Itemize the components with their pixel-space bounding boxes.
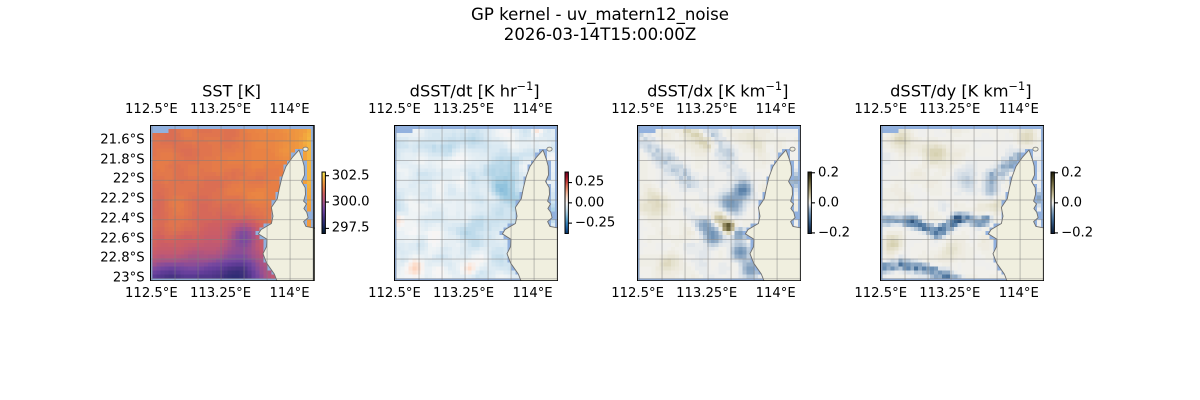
x-tick-label-top: 114°E [998, 102, 1039, 118]
x-tick-label-bottom: 112.5°E [368, 285, 421, 301]
graticule-gridlines [637, 126, 801, 281]
land-polygon [501, 149, 558, 282]
colorbar-sst [320, 171, 329, 234]
colorbar-dsst_dx [807, 171, 815, 234]
panel-border [636, 125, 801, 282]
y-tick-label: 22°S [112, 171, 145, 187]
x-tick-label-top: 113.25°E [676, 102, 738, 118]
island [546, 146, 552, 152]
y-tick-label: 23°S [112, 270, 145, 286]
x-tick-label-bottom: 113.25°E [189, 285, 252, 301]
island [1032, 146, 1039, 152]
x-tick-label-bottom: 113.25°E [919, 285, 981, 301]
panel-border [150, 125, 315, 282]
graticule-gridlines [151, 126, 314, 281]
graticule-gridlines [394, 126, 558, 281]
x-tick-label-bottom: 112.5°E [854, 285, 908, 301]
colorbar-tick-label: 297.5 [331, 220, 370, 236]
colorbar-tick-label: 0.2 [1061, 165, 1083, 181]
colorbar-tick-label: 0.00 [574, 195, 605, 211]
x-tick-label-top: 113.25°E [189, 102, 252, 118]
panel-title-dsst_dx: dSST/dx [K km−1] [647, 80, 789, 101]
colorbar-tick-label: 302.5 [331, 168, 370, 183]
x-tick-label-bottom: 112.5°E [125, 285, 178, 301]
colorbar-tick-label: −0.2 [818, 225, 851, 241]
x-tick-label-top: 112.5°E [611, 102, 664, 118]
heatmap-cells-sst [152, 129, 312, 279]
panel-border [393, 125, 558, 282]
x-tick-label-bottom: 114°E [269, 285, 310, 301]
figure-suptitle-line2: 2026-03-14T15:00:00Z [503, 25, 697, 44]
island [302, 146, 309, 152]
map-panel-dsst_dx [636, 125, 801, 282]
colorbar-tick-label: −0.2 [1061, 225, 1094, 241]
map-panel-dsst_dt [393, 125, 558, 282]
x-tick-label-top: 114°E [755, 102, 796, 118]
x-tick-label-top: 113.25°E [433, 102, 495, 118]
map-panel-sst [150, 125, 315, 282]
land-polygon [987, 149, 1044, 282]
map-panel-dsst_dy [879, 125, 1044, 282]
island [789, 146, 796, 152]
colorbar-dsst_dt [564, 171, 572, 234]
heatmap-cells-dsst_dt [396, 129, 555, 279]
x-tick-label-bottom: 113.25°E [676, 285, 738, 301]
y-tick-label: 22.4°S [100, 211, 145, 227]
colorbar-tick-label: 0.2 [818, 165, 839, 181]
x-tick-label-bottom: 114°E [512, 285, 553, 301]
x-tick-label-top: 113.25°E [919, 102, 981, 118]
panel-title-sst: SST [K] [202, 81, 261, 101]
panel-title-dsst_dt: dSST/dt [K hr−1] [409, 80, 540, 101]
colorbar-tick-label: 300.0 [331, 194, 370, 210]
colorbar-tick-label: 0.0 [818, 195, 839, 211]
colorbar-tick-label: −0.25 [574, 215, 616, 231]
graticule-gridlines [880, 126, 1044, 281]
x-tick-label-top: 114°E [512, 102, 553, 118]
x-tick-label-top: 112.5°E [125, 102, 178, 118]
heatmap-cells-dsst_dx [639, 129, 798, 279]
y-tick-label: 21.8°S [100, 152, 145, 168]
x-tick-label-top: 112.5°E [854, 102, 908, 118]
panel-title-dsst_dy: dSST/dy [K km−1] [890, 80, 1032, 101]
x-tick-label-top: 112.5°E [368, 102, 421, 118]
figure-suptitle-line1: GP kernel - uv_matern12_noise [470, 5, 730, 24]
colorbar-tick-label: 0.0 [1061, 195, 1083, 211]
panel-border [879, 125, 1044, 282]
x-tick-label-bottom: 114°E [998, 285, 1039, 301]
x-tick-label-bottom: 112.5°E [611, 285, 664, 301]
y-tick-label: 22.2°S [100, 191, 145, 207]
x-tick-label-bottom: 113.25°E [433, 285, 495, 301]
colorbar-tick-label: 0.25 [574, 174, 605, 190]
land-polygon [258, 149, 315, 282]
y-tick-label: 22.6°S [100, 231, 145, 246]
land-polygon [744, 149, 801, 282]
colorbar-dsst_dy [1050, 171, 1058, 234]
x-tick-label-bottom: 114°E [755, 285, 796, 301]
y-tick-label: 21.6°S [100, 132, 145, 148]
x-tick-label-top: 114°E [269, 102, 310, 118]
y-tick-label: 22.8°S [100, 250, 145, 266]
heatmap-cells-dsst_dy [882, 129, 1041, 279]
